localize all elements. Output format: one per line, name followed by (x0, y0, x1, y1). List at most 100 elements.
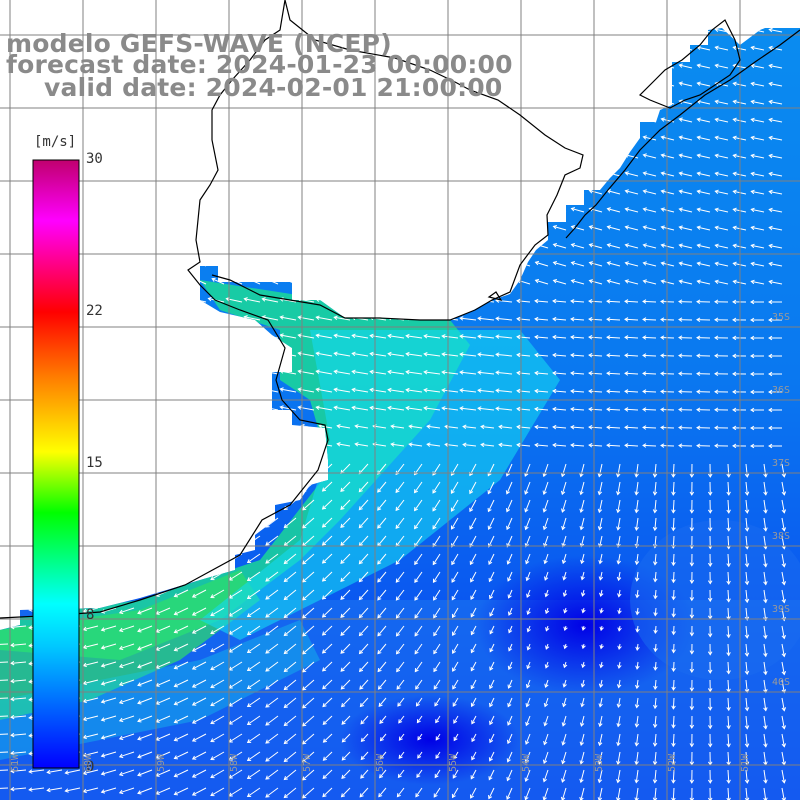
wind-vector-head (534, 116, 540, 122)
wind-vector (409, 443, 423, 447)
wind-vector-head (283, 595, 288, 601)
wind-vector (452, 643, 459, 654)
wind-vector (607, 244, 621, 249)
wind-vector-head (283, 133, 288, 139)
wind-vector-head (390, 206, 396, 211)
wind-vector-head (191, 521, 197, 526)
wind-vector (140, 151, 153, 159)
wind-vector (211, 224, 225, 231)
wind-vector (607, 100, 621, 105)
wind-vector-head (433, 685, 438, 690)
wind-vector-head (506, 543, 511, 548)
wind-vector-head (488, 595, 494, 600)
wind-vector-head (157, 259, 162, 264)
wind-vector-head (634, 473, 639, 478)
wind-vector (427, 135, 441, 141)
wind-vector (606, 318, 621, 321)
wind-vector-head (579, 796, 584, 800)
wind-vector-head (726, 509, 731, 514)
wind-vector (247, 206, 261, 213)
wind-vector-head (744, 779, 750, 784)
wind-vector (83, 535, 99, 541)
wind-vector-head (13, 205, 19, 210)
wind-vector (543, 517, 549, 530)
wind-vector-head (207, 404, 212, 410)
wind-vector-head (207, 386, 212, 392)
wind-vector-head (10, 750, 15, 756)
wind-vector (244, 370, 261, 375)
wind-vector-head (302, 560, 307, 565)
wind-vector-head (228, 423, 233, 429)
wind-vector (13, 463, 27, 466)
wind-vector (460, 299, 477, 303)
wind-vector (298, 388, 315, 393)
wind-vector-head (635, 665, 640, 670)
wind-vector-head (635, 684, 640, 690)
wind-vector (172, 315, 189, 321)
wind-vector (0, 115, 9, 123)
wind-vector (244, 352, 261, 357)
wind-vector-head (435, 754, 440, 759)
wind-vector (302, 607, 315, 619)
wind-vector (553, 171, 567, 177)
wind-vector (469, 481, 477, 494)
wind-vector-head (302, 740, 307, 745)
wind-vector (535, 261, 549, 267)
wind-vector (82, 387, 99, 393)
wind-vector (211, 116, 225, 123)
wind-vector-head (82, 536, 87, 542)
wind-vector-head (480, 424, 485, 430)
wind-vector (451, 535, 459, 547)
wind-vector-head (321, 577, 327, 582)
wind-vector-head (336, 170, 342, 175)
wind-vector-head (450, 489, 455, 494)
wind-vector (553, 354, 567, 357)
wind-vector (83, 787, 99, 793)
wind-vector (265, 553, 279, 564)
wind-vector-head (588, 45, 593, 50)
wind-vector (409, 225, 423, 231)
wind-vector-head (12, 440, 18, 446)
wind-vector-head (10, 516, 15, 522)
wind-vector-head (372, 278, 378, 283)
wind-vector-head (707, 688, 713, 693)
wind-vector (355, 260, 369, 267)
wind-vector (247, 715, 261, 725)
wind-vector-head (560, 490, 566, 496)
wind-vector (265, 224, 279, 231)
wind-vector-head (534, 298, 539, 304)
wind-vector (642, 426, 657, 429)
wind-vector (395, 499, 405, 511)
wind-vector-head (247, 115, 252, 121)
wind-vector-head (696, 443, 701, 448)
wind-vector (414, 499, 423, 511)
wind-vector (156, 643, 171, 651)
wind-vector (496, 407, 513, 411)
wind-vector (192, 661, 207, 670)
colorbar-tick-label: 8 (86, 607, 95, 623)
wind-vector (229, 188, 243, 195)
wind-vector-head (660, 371, 665, 376)
wind-vector (337, 206, 351, 213)
wind-vector-head (405, 351, 410, 357)
wind-vector (100, 315, 117, 321)
wind-vector (415, 679, 423, 690)
wind-vector (506, 535, 513, 547)
wind-vector (499, 117, 513, 123)
wind-vector (154, 387, 171, 393)
wind-vector (140, 259, 153, 267)
wind-vector-head (689, 632, 695, 637)
wind-vector-head (297, 387, 302, 392)
wind-vector (284, 715, 297, 726)
wind-vector-head (516, 388, 521, 394)
wind-vector-head (671, 724, 676, 729)
wind-vector-head (696, 407, 701, 412)
wind-vector (360, 769, 369, 779)
wind-vector-head (768, 189, 773, 195)
wind-vector-head (768, 353, 773, 359)
wind-vector (340, 517, 351, 528)
wind-vector (598, 499, 603, 513)
wind-vector (396, 643, 405, 655)
wind-vector (265, 260, 279, 267)
wind-vector-head (228, 522, 233, 527)
